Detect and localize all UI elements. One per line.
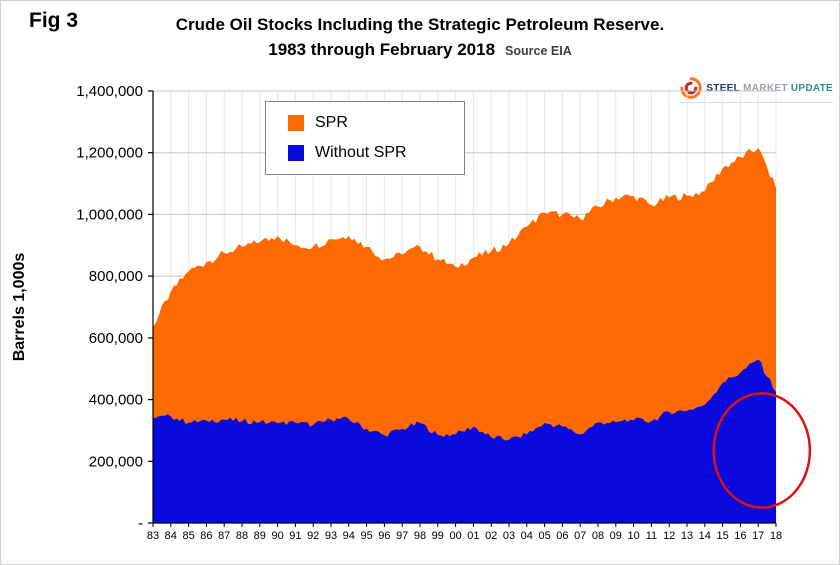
legend-item-spr: SPR [288, 114, 464, 132]
svg-text:17: 17 [752, 530, 764, 542]
annotation [712, 392, 812, 509]
x-tick-labels: 83 84 85 86 87 88 89 90 91 92 93 94 95 96 97 98 99 00 01 02… [147, 530, 782, 542]
y-tick-labels: - 200,000 400,000 600,000 800,000 1,000,000 1,… [76, 83, 143, 532]
legend-item-without-spr: Without SPR [288, 144, 464, 162]
svg-text:09: 09 [610, 530, 622, 542]
svg-text:83: 83 [147, 530, 159, 542]
svg-text:07: 07 [574, 530, 586, 542]
without-spr-legend-label: Without SPR [315, 144, 407, 161]
spr-legend-swatch [288, 115, 304, 131]
svg-text:15: 15 [716, 530, 728, 542]
svg-text:98: 98 [414, 530, 426, 542]
svg-text:800,000: 800,000 [89, 268, 143, 285]
svg-text:89: 89 [254, 530, 266, 542]
svg-text:400,000: 400,000 [89, 392, 143, 409]
without-spr-area [153, 359, 776, 523]
svg-text:00: 00 [449, 530, 461, 542]
svg-text:06: 06 [556, 530, 568, 542]
svg-text:97: 97 [396, 530, 408, 542]
without-spr-legend-swatch [288, 145, 304, 161]
svg-text:91: 91 [289, 530, 301, 542]
source-label: Source EIA [505, 44, 572, 58]
area-series [153, 148, 776, 523]
svg-text:93: 93 [325, 530, 337, 542]
svg-text:200,000: 200,000 [89, 453, 143, 470]
svg-text:95: 95 [360, 530, 372, 542]
svg-text:11: 11 [646, 530, 657, 542]
svg-text:10: 10 [627, 530, 639, 542]
svg-text:86: 86 [200, 530, 212, 542]
logo-word-update: UPDATE [790, 82, 833, 94]
logo-word-steel: STEEL [706, 82, 741, 94]
svg-text:1,400,000: 1,400,000 [76, 83, 143, 100]
svg-text:94: 94 [343, 530, 355, 542]
svg-text:92: 92 [307, 530, 319, 542]
chart-title: Crude Oil Stocks Including the Strategic… [1, 15, 839, 60]
svg-text:1,000,000: 1,000,000 [76, 206, 143, 223]
axes [148, 90, 777, 527]
svg-text:01: 01 [467, 530, 479, 542]
chart-title-line1: Crude Oil Stocks Including the Strategic… [175, 15, 665, 34]
annotation-ellipse [712, 392, 812, 509]
svg-text:18: 18 [770, 530, 782, 542]
svg-text:600,000: 600,000 [89, 330, 143, 347]
svg-text:14: 14 [699, 530, 711, 542]
svg-text:85: 85 [182, 530, 194, 542]
logo-word-market: MARKET [743, 82, 788, 94]
svg-text:88: 88 [236, 530, 248, 542]
svg-text:-: - [138, 515, 143, 532]
svg-text:1,200,000: 1,200,000 [76, 145, 143, 162]
svg-text:99: 99 [432, 530, 444, 542]
svg-text:87: 87 [218, 530, 230, 542]
figure-number-label: Fig 3 [29, 9, 79, 32]
svg-text:90: 90 [271, 530, 283, 542]
svg-text:04: 04 [521, 530, 533, 542]
spr-legend-label: SPR [315, 114, 348, 131]
svg-text:96: 96 [378, 530, 390, 542]
svg-text:02: 02 [485, 530, 497, 542]
svg-text:08: 08 [592, 530, 604, 542]
svg-text:16: 16 [734, 530, 746, 542]
svg-text:12: 12 [663, 530, 675, 542]
chart-title-dates: 1983 through February 2018 [268, 40, 496, 59]
svg-text:13: 13 [681, 530, 693, 542]
chart-title-line2: 1983 through February 2018 Source EIA [1, 40, 839, 60]
svg-text:05: 05 [538, 530, 550, 542]
legend-box: SPR Without SPR [265, 101, 465, 175]
svg-text:84: 84 [165, 530, 177, 542]
svg-text:03: 03 [503, 530, 515, 542]
